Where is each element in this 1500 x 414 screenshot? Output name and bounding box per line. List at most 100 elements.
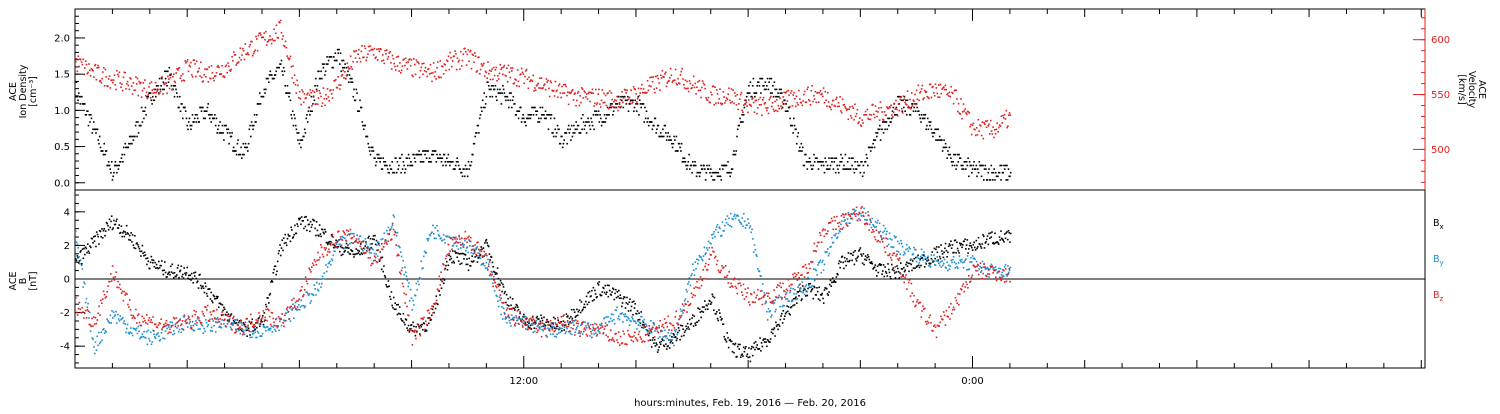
bx-point bbox=[958, 252, 960, 254]
bx-point bbox=[735, 343, 737, 345]
by-point bbox=[89, 312, 91, 314]
bx-point bbox=[753, 347, 755, 349]
density-point bbox=[906, 114, 908, 116]
density-point bbox=[132, 136, 134, 138]
density-point bbox=[563, 143, 565, 145]
by-point bbox=[1001, 274, 1003, 276]
bx-point bbox=[281, 247, 283, 249]
velocity-point bbox=[926, 91, 928, 93]
velocity-point bbox=[659, 89, 661, 91]
velocity-point bbox=[777, 111, 779, 113]
density-point bbox=[103, 154, 105, 156]
bx-point bbox=[949, 245, 951, 247]
bx-point bbox=[908, 271, 910, 273]
by-point bbox=[756, 256, 758, 258]
bx-point bbox=[92, 242, 94, 244]
bx-point bbox=[867, 254, 869, 256]
density-point bbox=[967, 165, 969, 167]
bx-point bbox=[698, 320, 700, 322]
bx-point bbox=[742, 355, 744, 357]
bx-point bbox=[204, 292, 206, 294]
velocity-point bbox=[159, 92, 161, 94]
bx-point bbox=[852, 254, 854, 256]
bx-point bbox=[874, 266, 876, 268]
bx-point bbox=[676, 340, 678, 342]
density-point bbox=[155, 96, 157, 98]
bx-point bbox=[796, 302, 798, 304]
density-point bbox=[771, 78, 773, 80]
velocity-point bbox=[779, 98, 781, 100]
density-point bbox=[317, 85, 319, 87]
bx-point bbox=[130, 232, 132, 234]
by-point bbox=[797, 286, 799, 288]
density-point bbox=[211, 114, 213, 116]
by-point bbox=[861, 215, 863, 217]
bx-point bbox=[249, 334, 251, 336]
by-point bbox=[178, 331, 180, 333]
by-point bbox=[709, 247, 711, 249]
bx-point bbox=[817, 291, 819, 293]
bx-point bbox=[810, 283, 812, 285]
bx-point bbox=[519, 313, 521, 315]
density-point bbox=[456, 161, 458, 163]
velocity-point bbox=[124, 72, 126, 74]
velocity-point bbox=[845, 108, 847, 110]
velocity-point bbox=[263, 37, 265, 39]
velocity-point bbox=[977, 134, 979, 136]
density-point bbox=[176, 92, 178, 94]
bx-point bbox=[802, 285, 804, 287]
bx-point bbox=[311, 224, 313, 226]
by-point bbox=[454, 238, 456, 240]
density-point bbox=[851, 165, 853, 167]
density-point bbox=[834, 157, 836, 159]
velocity-point bbox=[615, 107, 617, 109]
velocity-point bbox=[950, 86, 952, 88]
velocity-point bbox=[576, 100, 578, 102]
velocity-point bbox=[119, 82, 121, 84]
velocity-point bbox=[146, 91, 148, 93]
by-point bbox=[622, 321, 624, 323]
density-point bbox=[412, 165, 414, 167]
by-point bbox=[236, 319, 238, 321]
velocity-point bbox=[291, 77, 293, 79]
velocity-point bbox=[357, 53, 359, 55]
density-point bbox=[907, 100, 909, 102]
bx-point bbox=[1004, 233, 1006, 235]
velocity-point bbox=[97, 65, 99, 67]
density-point bbox=[509, 92, 511, 94]
by-point bbox=[431, 231, 433, 233]
density-point bbox=[562, 147, 564, 149]
by-point bbox=[459, 242, 461, 244]
density-point bbox=[323, 63, 325, 65]
bx-point bbox=[199, 274, 201, 276]
velocity-point bbox=[125, 88, 127, 90]
by-point bbox=[796, 293, 798, 295]
by-point bbox=[374, 253, 376, 255]
by-point bbox=[291, 309, 293, 311]
bx-point bbox=[840, 261, 842, 263]
velocity-point bbox=[579, 95, 581, 97]
velocity-point bbox=[190, 62, 192, 64]
velocity-point bbox=[372, 49, 374, 51]
by-point bbox=[423, 256, 425, 258]
density-point bbox=[787, 110, 789, 112]
bx-point bbox=[878, 272, 880, 274]
bx-point bbox=[591, 290, 593, 292]
velocity-point bbox=[943, 86, 945, 88]
density-point bbox=[985, 165, 987, 167]
density-point bbox=[778, 96, 780, 98]
velocity-point bbox=[959, 113, 961, 115]
density-point bbox=[1000, 179, 1002, 181]
density-point bbox=[813, 154, 815, 156]
bx-point bbox=[705, 309, 707, 311]
density-point bbox=[973, 165, 975, 167]
by-point bbox=[480, 258, 482, 260]
by-point bbox=[725, 219, 727, 221]
bx-point bbox=[399, 306, 401, 308]
bx-point bbox=[659, 342, 661, 344]
density-point bbox=[679, 147, 681, 149]
bx-point bbox=[875, 270, 877, 272]
bx-point bbox=[973, 242, 975, 244]
by-point bbox=[555, 322, 557, 324]
bx-point bbox=[413, 326, 415, 328]
